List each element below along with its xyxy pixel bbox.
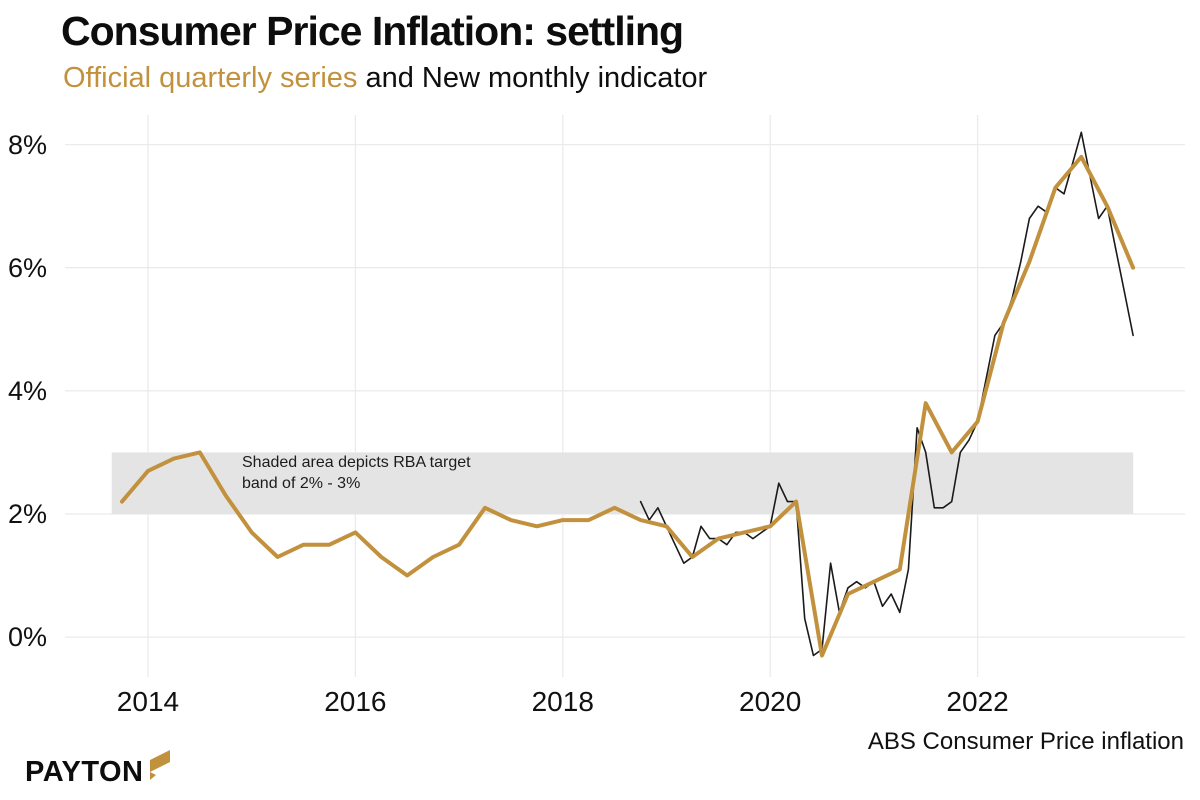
y-tick-label: 4% xyxy=(8,375,48,406)
annotation-line-1: Shaded area depicts RBA target xyxy=(242,454,471,471)
series-lines xyxy=(120,131,1136,658)
y-tick-label: 0% xyxy=(8,622,48,653)
y-tick-label: 8% xyxy=(8,129,48,160)
subtitle-quarterly-label: Official quarterly series xyxy=(63,62,358,94)
x-tick-label: 2020 xyxy=(739,686,802,717)
target-band-annotation: Shaded area depicts RBA target band of 2… xyxy=(242,452,471,494)
target-band xyxy=(111,452,1134,514)
subtitle-monthly-label: and New monthly indicator xyxy=(357,62,708,94)
source-caption: ABS Consumer Price inflation xyxy=(867,728,1184,755)
payton-logo: PAYTON xyxy=(25,750,172,790)
series-line xyxy=(120,154,1136,658)
x-tick-label: 2016 xyxy=(324,686,387,717)
chart-subtitle: Official quarterly series and New monthl… xyxy=(63,62,707,95)
x-tick-label: 2022 xyxy=(946,686,1009,717)
y-tick-label: 6% xyxy=(8,252,48,283)
payton-logo-text: PAYTON xyxy=(25,756,144,788)
annotation-line-2: band of 2% - 3% xyxy=(242,475,361,492)
payton-logo-icon xyxy=(148,750,172,789)
x-tick-label: 2018 xyxy=(531,686,594,717)
x-tick-label: 2014 xyxy=(116,686,180,717)
grid-lines xyxy=(65,115,1185,677)
page-title: Consumer Price Inflation: settling xyxy=(61,8,684,54)
y-tick-label: 2% xyxy=(8,498,48,529)
